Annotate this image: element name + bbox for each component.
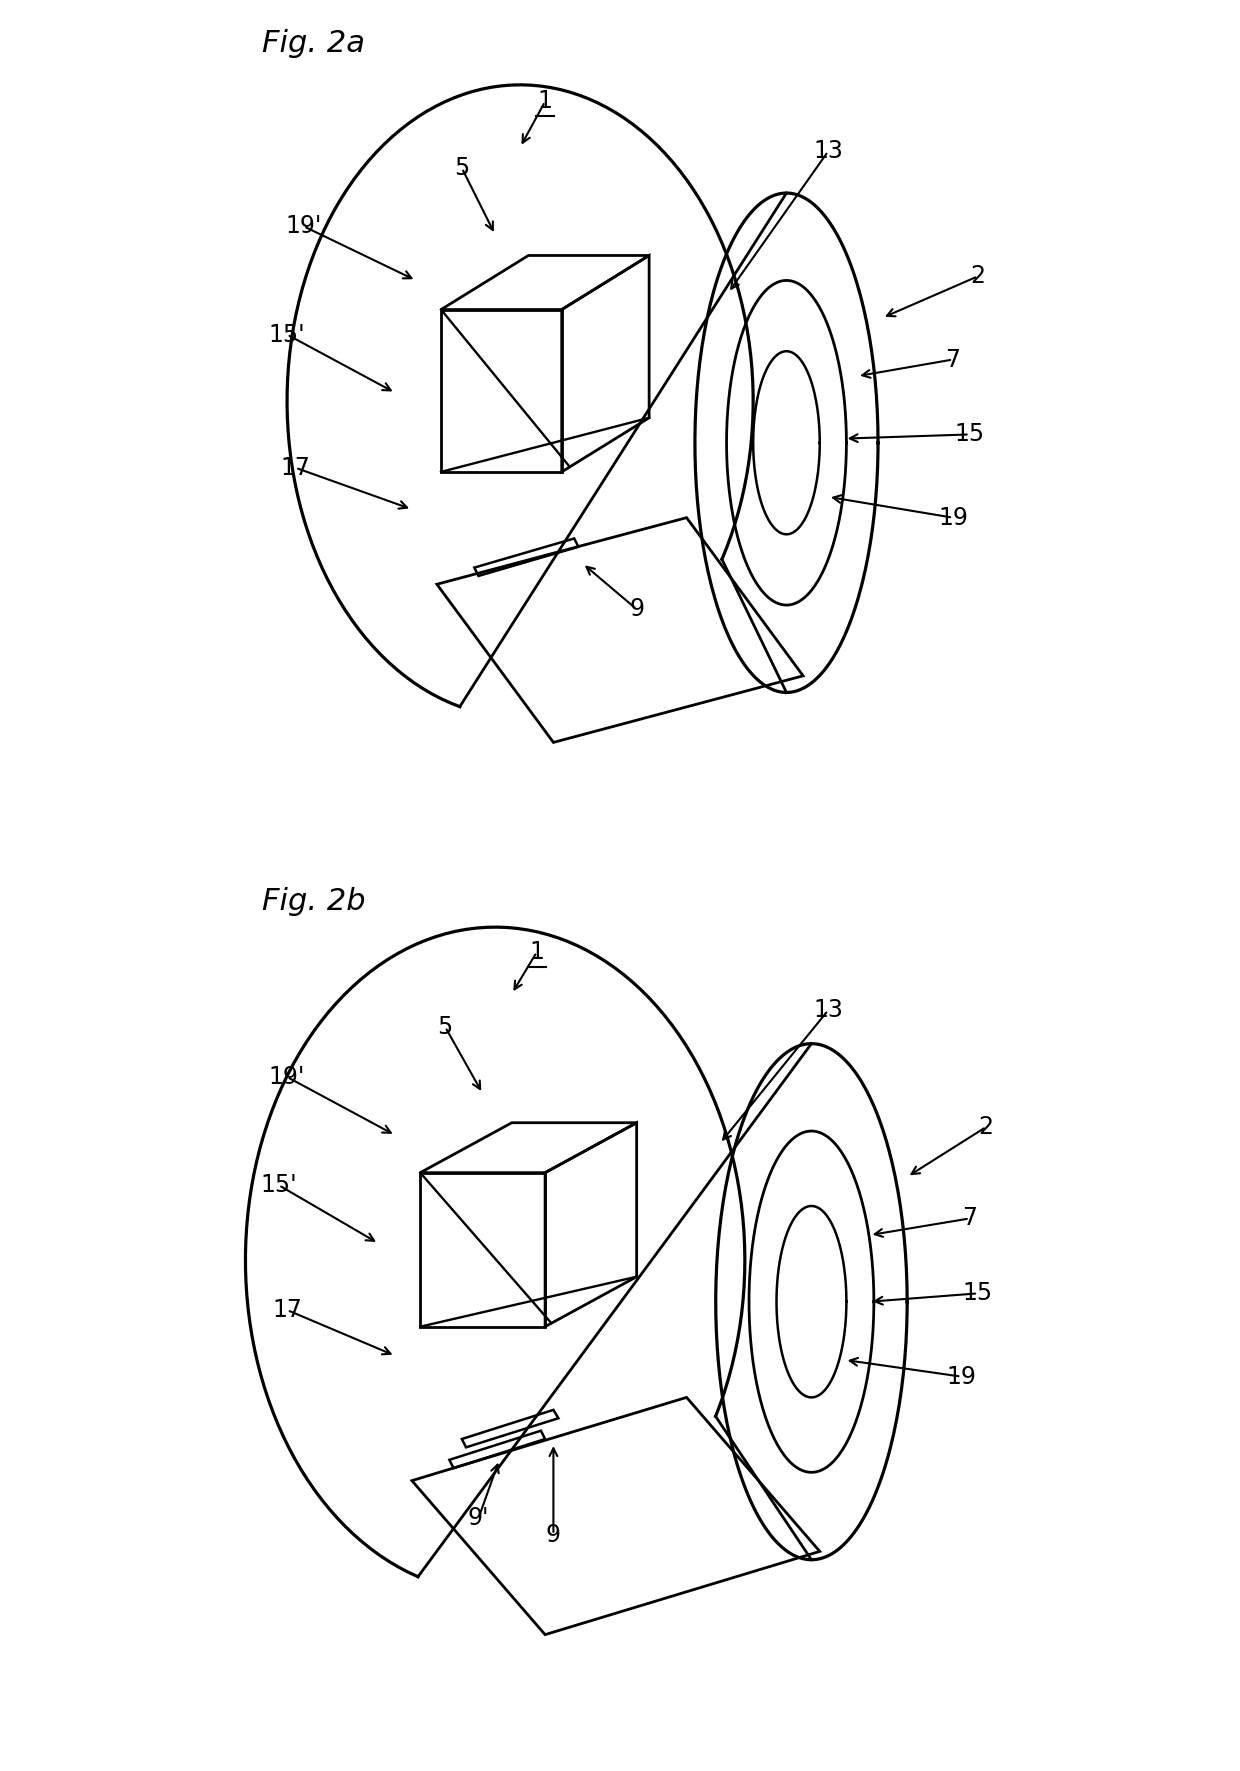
Text: 19': 19' [269, 1064, 305, 1089]
Text: 1: 1 [529, 940, 544, 963]
Text: 15': 15' [269, 322, 305, 347]
Text: 5: 5 [438, 1015, 453, 1040]
Text: 15': 15' [260, 1172, 298, 1197]
Text: 2: 2 [971, 264, 986, 289]
Text: 5: 5 [454, 156, 470, 181]
Text: 13: 13 [813, 999, 843, 1022]
Text: 7: 7 [962, 1206, 977, 1231]
Text: 17: 17 [272, 1298, 303, 1321]
Text: 19: 19 [946, 1365, 976, 1388]
Text: 9': 9' [467, 1505, 490, 1530]
Text: 13: 13 [813, 140, 843, 163]
Text: 7: 7 [945, 347, 961, 372]
Text: 19: 19 [937, 507, 968, 530]
Text: 15: 15 [962, 1282, 993, 1305]
Text: 15: 15 [955, 423, 985, 446]
Text: 17: 17 [280, 455, 310, 480]
Text: 2: 2 [978, 1116, 993, 1139]
Text: Fig. 2a: Fig. 2a [262, 28, 365, 57]
Text: Fig. 2b: Fig. 2b [262, 887, 366, 916]
Text: 9: 9 [546, 1523, 560, 1546]
Text: 19': 19' [285, 214, 322, 239]
Text: 1: 1 [538, 90, 553, 113]
Text: 9: 9 [629, 597, 644, 622]
